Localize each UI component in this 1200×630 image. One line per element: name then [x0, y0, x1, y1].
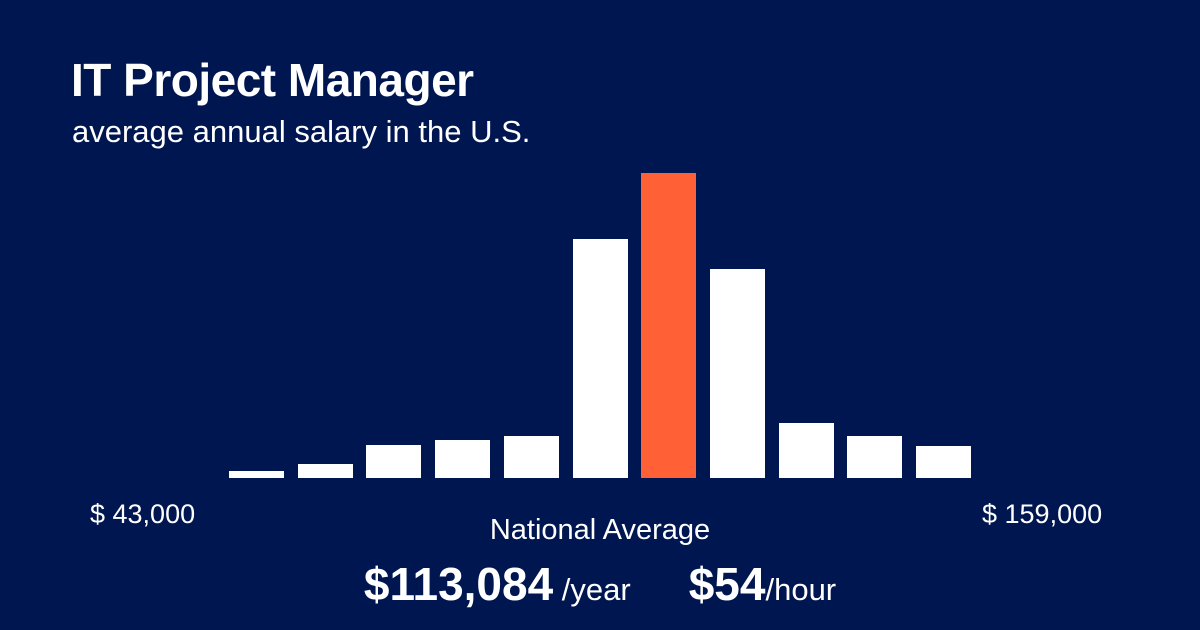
- yearly-salary-value: $113,084: [363, 558, 554, 610]
- histogram-bar: [709, 269, 765, 478]
- range-min-label: $ 43,000: [90, 499, 196, 529]
- histogram-bar: [916, 446, 971, 478]
- yearly-unit: /year: [553, 572, 631, 607]
- hourly-unit: /hour: [765, 572, 837, 607]
- average-values: $113,084 /year $54/hour: [0, 556, 1200, 624]
- page-title: IT Project Manager: [71, 54, 474, 106]
- average-bar: [641, 173, 697, 478]
- histogram-bar: [229, 471, 284, 478]
- national-average-label: National Average: [489, 514, 711, 546]
- histogram-bar: [503, 436, 559, 478]
- range-max-label: $ 159,000: [982, 499, 1103, 529]
- histogram-bar: [778, 423, 834, 478]
- histogram-bar: [297, 464, 353, 478]
- page-subtitle: average annual salary in the U.S.: [72, 114, 531, 149]
- hourly-wage-value: $54: [688, 558, 766, 610]
- histogram-bar: [572, 239, 628, 478]
- histogram-bar: [847, 436, 903, 478]
- histogram-bar: [366, 445, 422, 478]
- histogram-bar: [435, 440, 491, 478]
